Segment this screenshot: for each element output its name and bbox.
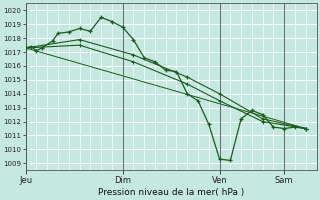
X-axis label: Pression niveau de la mer( hPa ): Pression niveau de la mer( hPa )	[98, 188, 244, 197]
